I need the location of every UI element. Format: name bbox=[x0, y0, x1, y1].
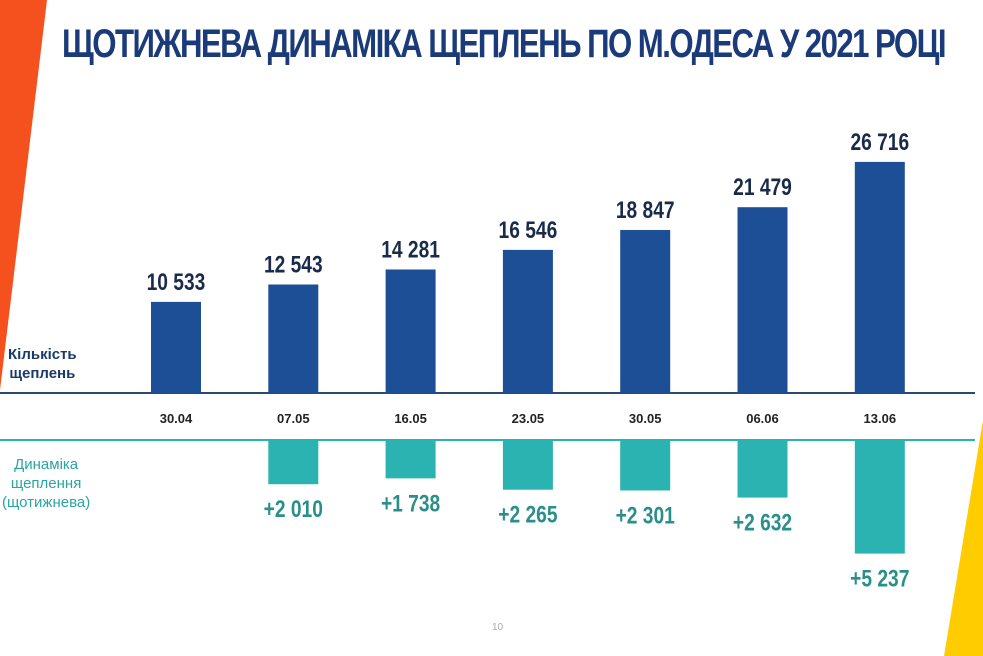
date-tick-label: 30.04 bbox=[160, 411, 193, 426]
count-bar bbox=[737, 207, 788, 393]
dynamics-label-line: Динаміка bbox=[14, 456, 79, 473]
delta-value-label: +5 237 bbox=[850, 565, 909, 593]
count-bar bbox=[268, 284, 319, 393]
count-axis-label: Кількість щеплень bbox=[8, 345, 77, 383]
date-tick-label: 30.05 bbox=[629, 411, 662, 426]
dynamics-label-line: (щотижнева) bbox=[2, 494, 91, 511]
count-value-label: 16 546 bbox=[499, 216, 558, 244]
orange-stripe bbox=[0, 0, 47, 390]
delta-value-label: +1 738 bbox=[381, 489, 440, 517]
count-bar bbox=[502, 249, 553, 393]
date-tick-label: 07.05 bbox=[277, 411, 310, 426]
delta-value-label: +2 632 bbox=[733, 509, 792, 537]
delta-bar bbox=[268, 441, 319, 485]
delta-bar bbox=[854, 441, 905, 554]
delta-value-label: +2 265 bbox=[498, 501, 557, 529]
delta-value-label: +2 010 bbox=[264, 495, 323, 523]
dynamics-label-line: щеплення bbox=[10, 475, 82, 492]
count-value-label: 14 281 bbox=[381, 235, 440, 263]
count-value-label: 26 716 bbox=[850, 128, 909, 156]
date-tick-label: 13.06 bbox=[864, 411, 897, 426]
count-label-line: Кількість bbox=[8, 346, 77, 363]
date-tick-label: 06.06 bbox=[746, 411, 779, 426]
delta-value-label: +2 301 bbox=[616, 501, 675, 529]
page-number: 10 bbox=[492, 622, 504, 633]
count-bar bbox=[151, 301, 201, 393]
date-tick-label: 23.05 bbox=[512, 411, 545, 426]
delta-bar bbox=[737, 441, 788, 498]
yellow-stripe bbox=[944, 420, 983, 656]
count-bar bbox=[385, 269, 436, 393]
count-bar bbox=[854, 161, 905, 393]
count-label-line: щеплень bbox=[9, 365, 76, 382]
delta-bar bbox=[620, 441, 671, 491]
delta-bar bbox=[385, 441, 436, 479]
date-tick-label: 16.05 bbox=[394, 411, 427, 426]
count-bar bbox=[620, 229, 671, 393]
count-value-label: 10 533 bbox=[147, 268, 206, 296]
count-value-label: 21 479 bbox=[733, 173, 792, 201]
delta-bar bbox=[502, 441, 553, 490]
count-value-label: 12 543 bbox=[264, 250, 323, 278]
count-value-label: 18 847 bbox=[616, 196, 675, 224]
dynamics-axis-label: Динаміка щеплення (щотижнева) bbox=[2, 455, 90, 512]
chart-title: ЩОТИЖНЕВА ДИНАМІКА ЩЕПЛЕНЬ ПО М.ОДЕСА У … bbox=[62, 22, 947, 66]
